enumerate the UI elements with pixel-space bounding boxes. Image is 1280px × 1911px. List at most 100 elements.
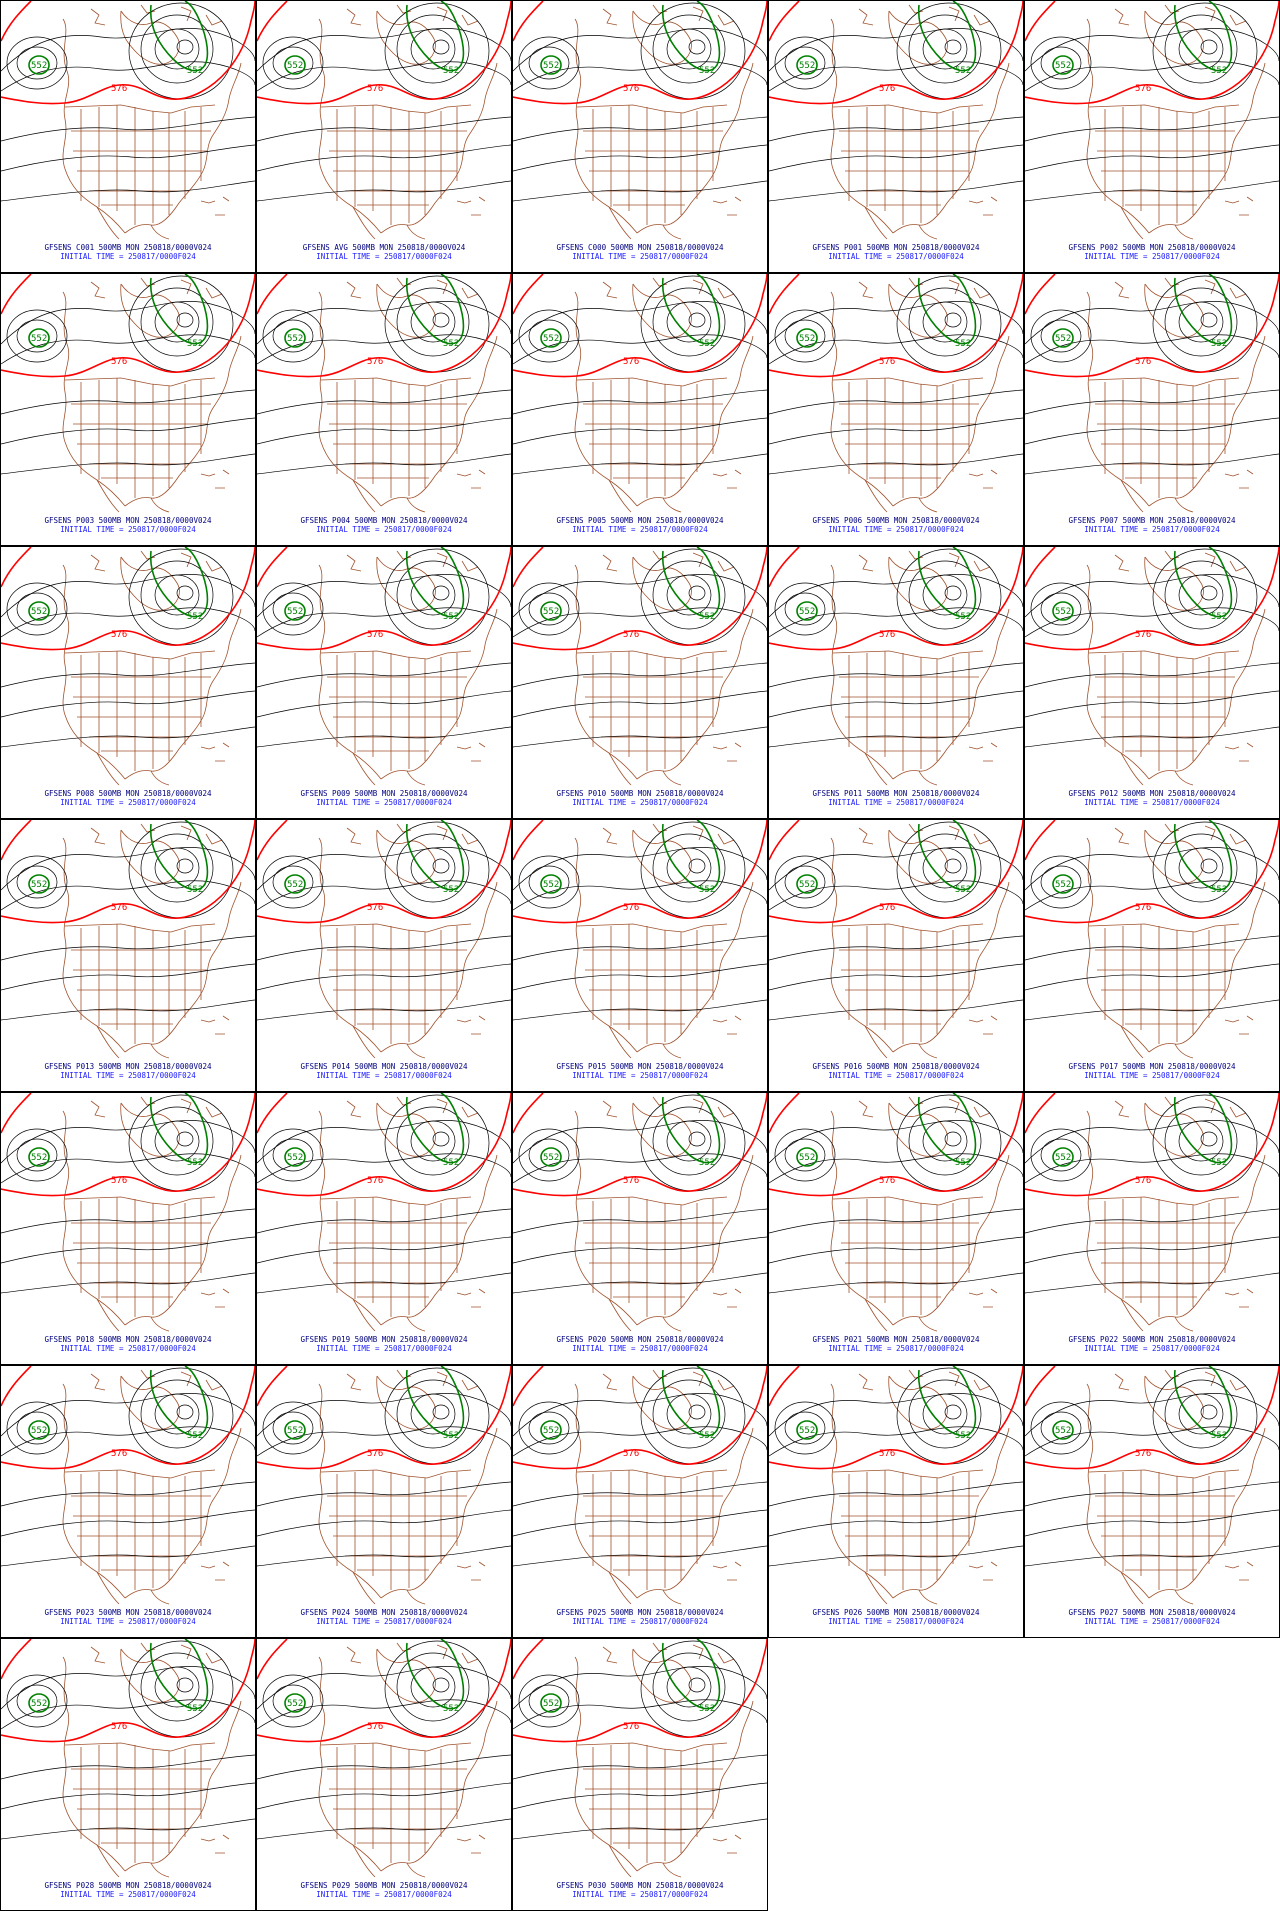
- hudson-bay-coast: [1144, 1375, 1204, 1430]
- ensemble-member-panel: 552 552 576 GFSENS P004 500MB MON 250818…: [256, 273, 512, 546]
- label-552-east: 552: [955, 66, 971, 76]
- panel-title: GFSENS C001 500MB MON 250818/0000V024: [44, 243, 212, 252]
- label-576: 576: [367, 357, 383, 367]
- caribbean-islands: [1224, 469, 1254, 489]
- hudson-bay-coast: [888, 10, 948, 65]
- arctic-islands: [90, 1096, 223, 1118]
- state-lines: [71, 924, 211, 1044]
- contour-552: [28, 820, 209, 894]
- label-552-west: 552: [1055, 607, 1071, 617]
- ensemble-member-panel: 552 552 576 GFSENS P009 500MB MON 250818…: [256, 546, 512, 819]
- ensemble-member-panel: 552 552 576 GFSENS P021 500MB MON 250818…: [768, 1092, 1024, 1365]
- arctic-islands: [90, 550, 223, 572]
- arctic-islands: [1114, 1096, 1247, 1118]
- caribbean-islands: [712, 469, 742, 489]
- height-contour-map: 552 552 576: [1025, 547, 1279, 786]
- caribbean-islands: [456, 1015, 486, 1035]
- us-canada-border: [1088, 377, 1240, 387]
- height-contour-map: 552 552 576: [257, 274, 511, 513]
- panel-title: GFSENS P016 500MB MON 250818/0000V024: [812, 1062, 980, 1071]
- panel-title: GFSENS P020 500MB MON 250818/0000V024: [556, 1335, 724, 1344]
- ensemble-member-panel: 552 552 576 GFSENS P022 500MB MON 250818…: [1024, 1092, 1280, 1365]
- geo-boundaries: [574, 823, 754, 1059]
- label-552-west: 552: [1055, 1153, 1071, 1163]
- arctic-islands: [90, 1369, 223, 1391]
- arctic-islands: [90, 1642, 223, 1664]
- label-552-west: 552: [543, 607, 559, 617]
- panel-title: GFSENS P008 500MB MON 250818/0000V024: [44, 789, 212, 798]
- ensemble-member-panel: 552 552 576 GFSENS P003 500MB MON 250818…: [0, 273, 256, 546]
- state-lines: [583, 378, 723, 498]
- us-canada-border: [832, 650, 984, 660]
- us-canada-border: [576, 1742, 728, 1752]
- panel-title: GFSENS P029 500MB MON 250818/0000V024: [300, 1881, 468, 1890]
- us-canada-border: [576, 104, 728, 114]
- geo-boundaries: [574, 1096, 754, 1332]
- contour-552: [28, 1639, 209, 1713]
- geo-boundaries: [318, 277, 498, 513]
- label-576: 576: [1135, 630, 1151, 640]
- caribbean-islands: [712, 196, 742, 216]
- label-576: 576: [367, 84, 383, 94]
- height-contour-map: 552 552 576: [1, 1366, 255, 1605]
- panel-initial-time: INITIAL TIME = 250817/0000F024: [60, 798, 196, 807]
- label-552-west: 552: [287, 607, 303, 617]
- height-contour-map: 552 552 576: [769, 547, 1023, 786]
- us-canada-border: [576, 1469, 728, 1479]
- us-canada-border: [64, 650, 216, 660]
- contour-552: [284, 547, 465, 621]
- state-lines: [1095, 378, 1235, 498]
- label-552-west: 552: [799, 1153, 815, 1163]
- panel-initial-time: INITIAL TIME = 250817/0000F024: [828, 525, 964, 534]
- ensemble-member-panel: 552 552 576 GFSENS P001 500MB MON 250818…: [768, 0, 1024, 273]
- mexico-coast: [864, 206, 938, 240]
- panel-title: GFSENS P015 500MB MON 250818/0000V024: [556, 1062, 724, 1071]
- panel-title: GFSENS P017 500MB MON 250818/0000V024: [1068, 1062, 1236, 1071]
- caribbean-islands: [1224, 1561, 1254, 1581]
- panel-initial-time: INITIAL TIME = 250817/0000F024: [316, 1617, 452, 1626]
- label-576: 576: [623, 630, 639, 640]
- mexico-coast: [608, 1571, 682, 1605]
- mexico-coast: [96, 1844, 170, 1878]
- height-contour-map: 552 552 576: [1025, 1093, 1279, 1332]
- ensemble-member-panel: 552 552 576 GFSENS P025 500MB MON 250818…: [512, 1365, 768, 1638]
- height-contour-map: 552 552 576: [257, 1, 511, 240]
- arctic-islands: [602, 1096, 735, 1118]
- panel-title: GFSENS P012 500MB MON 250818/0000V024: [1068, 789, 1236, 798]
- label-552-east: 552: [699, 885, 715, 895]
- contour-552: [284, 1366, 465, 1440]
- contour-576: [1025, 274, 1279, 378]
- contour-576: [1, 274, 255, 378]
- contour-552: [28, 1, 209, 75]
- contour-552: [1052, 547, 1233, 621]
- mexico-coast: [1120, 1571, 1194, 1605]
- state-lines: [327, 651, 467, 771]
- panel-title: GFSENS P013 500MB MON 250818/0000V024: [44, 1062, 212, 1071]
- panel-initial-time: INITIAL TIME = 250817/0000F024: [572, 1617, 708, 1626]
- hudson-bay-coast: [1144, 556, 1204, 611]
- label-552-east: 552: [443, 1704, 459, 1714]
- height-contours: [769, 548, 1023, 748]
- label-576: 576: [111, 1176, 127, 1186]
- hudson-bay-coast: [632, 10, 692, 65]
- panel-initial-time: INITIAL TIME = 250817/0000F024: [828, 798, 964, 807]
- hudson-bay-coast: [632, 283, 692, 338]
- ensemble-member-panel: 552 552 576 GFSENS AVG 500MB MON 250818/…: [256, 0, 512, 273]
- label-576: 576: [879, 903, 895, 913]
- height-contours: [513, 821, 767, 1021]
- contour-576: [1025, 1, 1279, 105]
- hudson-bay-coast: [888, 1102, 948, 1157]
- us-canada-border: [832, 104, 984, 114]
- label-576: 576: [111, 1722, 127, 1732]
- arctic-islands: [90, 4, 223, 26]
- height-contour-map: 552 552 576: [1, 547, 255, 786]
- hudson-bay-coast: [120, 556, 180, 611]
- panel-initial-time: INITIAL TIME = 250817/0000F024: [316, 1344, 452, 1353]
- contour-552: [540, 1, 721, 75]
- contour-576: [769, 547, 1023, 651]
- state-lines: [1095, 1470, 1235, 1590]
- height-contours: [513, 1640, 767, 1840]
- label-576: 576: [879, 1176, 895, 1186]
- label-552-east: 552: [1211, 1431, 1227, 1441]
- caribbean-islands: [968, 1288, 998, 1308]
